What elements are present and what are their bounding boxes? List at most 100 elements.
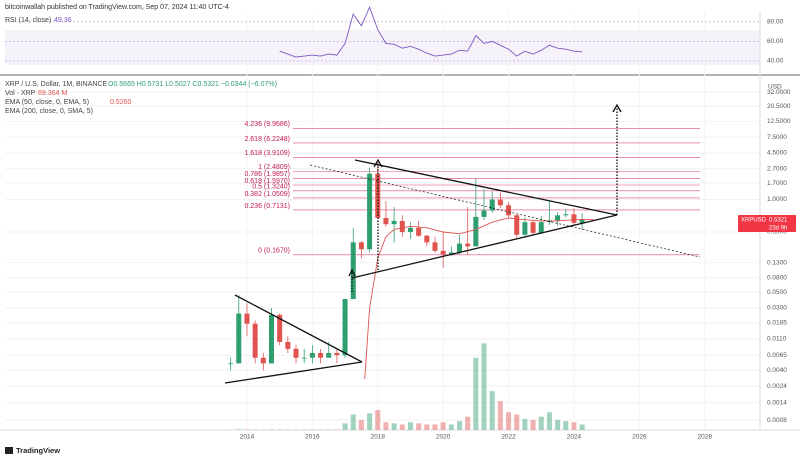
candle-body	[236, 313, 242, 364]
y-tick-label: 2.7000	[767, 165, 787, 172]
volume-bar	[571, 422, 577, 430]
y-tick-label: 32.0000	[767, 89, 791, 96]
candle-body	[367, 173, 373, 250]
volume-bar	[457, 421, 463, 430]
ema50-line	[364, 217, 594, 380]
logo	[5, 447, 13, 454]
candle-body	[391, 220, 397, 225]
candle-body	[555, 215, 561, 221]
y-tick-label: 0.0024	[767, 383, 787, 390]
candle-body	[448, 252, 454, 255]
candle-body	[375, 173, 381, 218]
volume-bar	[350, 414, 356, 430]
rsi-tick-label: 40.00	[767, 58, 784, 65]
x-tick-label: 2026	[632, 434, 647, 441]
candle-body	[358, 242, 364, 250]
dashed-trendline	[309, 164, 701, 258]
volume-bar	[538, 416, 544, 430]
fib-label: 0.5 (1.3240)	[252, 184, 290, 191]
volume-bar	[432, 424, 438, 430]
arrowhead	[373, 158, 383, 168]
x-tick-label: 2016	[305, 434, 320, 441]
rsi-line	[279, 5, 583, 58]
y-tick-label: 12.5000	[767, 118, 791, 125]
rsi-label: RSI (14, close)	[5, 17, 51, 24]
fib-label: 0.382 (1.0509)	[244, 191, 290, 198]
volume-bar	[268, 429, 274, 430]
y-tick-label: 0.0500	[767, 289, 787, 296]
legend-ema50: EMA (50, close, 0, EMA, 5)	[5, 99, 89, 106]
arrowhead	[348, 268, 356, 277]
y-tick-label: 0.3500	[767, 229, 787, 236]
candle-body	[318, 352, 324, 358]
candle-body	[407, 227, 413, 232]
rsi-value: 49.36	[54, 17, 72, 24]
y-tick-label: 0.0110	[767, 336, 787, 343]
legend-volume: Vol · XRP	[5, 90, 36, 97]
y-tick-label: 0.0014	[767, 399, 787, 406]
header: bitcoinwallah published on TradingView.c…	[5, 4, 229, 11]
candle-body	[489, 199, 495, 211]
volume-bar	[530, 420, 536, 430]
candle-body	[326, 352, 332, 358]
arrowhead	[612, 103, 622, 113]
candle-body	[497, 199, 503, 206]
y-tick-label: 20.5000	[767, 103, 791, 110]
candle-body	[342, 299, 348, 356]
candle-body	[334, 352, 340, 356]
y-tick-label: 1.0000	[767, 196, 787, 203]
volume-bar	[546, 412, 552, 430]
volume-bar	[473, 357, 479, 430]
plot: 32.0000 20.5000 12.5000 7.5000 4.5000 2.7000 1…	[5, 5, 791, 441]
volume-bar	[375, 410, 381, 430]
candle-body	[350, 242, 356, 300]
volume-bar	[489, 391, 495, 430]
x-tick-label: 2014	[240, 434, 255, 441]
y-tick-label: 0.0008	[767, 417, 787, 424]
volume-bar	[555, 420, 561, 430]
volume-bar	[424, 424, 430, 430]
x-tick-label: 2024	[567, 434, 582, 441]
volume-bar	[497, 401, 503, 430]
volume-bar	[407, 422, 413, 430]
trendline	[234, 294, 363, 363]
candle-body	[432, 242, 438, 251]
volume-bar	[416, 423, 422, 430]
candle-body	[309, 352, 315, 358]
candle-body	[457, 243, 463, 253]
rsi-tick-label: 60.00	[767, 38, 784, 45]
volume-bar	[522, 418, 528, 430]
candle-body	[473, 216, 479, 247]
volume-bar	[236, 429, 242, 430]
trendline	[351, 214, 618, 279]
candle-body	[268, 314, 274, 364]
rsi-tick-label: 80.00	[767, 19, 784, 26]
candle-body	[260, 357, 266, 364]
volume-bar	[383, 422, 389, 430]
y-tick-label: 0.0040	[767, 367, 787, 374]
candle-body	[399, 220, 405, 232]
volume-bar	[399, 424, 405, 430]
price-tag	[738, 215, 796, 232]
y-tick-label: 7.5000	[767, 134, 787, 141]
candle-body	[563, 214, 569, 216]
volume-bar	[506, 412, 512, 430]
candle-body	[293, 348, 299, 358]
fib-label: 1.618 (3.9109)	[244, 150, 290, 157]
volume-bar	[465, 416, 471, 430]
footer: TradingView	[16, 446, 60, 455]
x-tick-label: 2028	[698, 434, 713, 441]
rsi-band	[5, 30, 760, 65]
y-tick-label: 0.1300	[767, 259, 787, 266]
volume-bar	[244, 429, 250, 430]
legend-volume-value: 69.364 M	[38, 90, 67, 97]
candle-body	[538, 222, 544, 233]
legend-ema200: EMA (200, close, 0, SMA, 5)	[5, 108, 93, 115]
candle-body	[301, 357, 307, 359]
volume-bar	[514, 414, 520, 430]
legend-ohlc: O0.5665 H0.5731 L0.5027 C0.5321 −0.0344 …	[108, 81, 277, 88]
volume-bar	[448, 424, 454, 430]
candle-body	[252, 323, 258, 358]
candle-body	[424, 235, 430, 243]
